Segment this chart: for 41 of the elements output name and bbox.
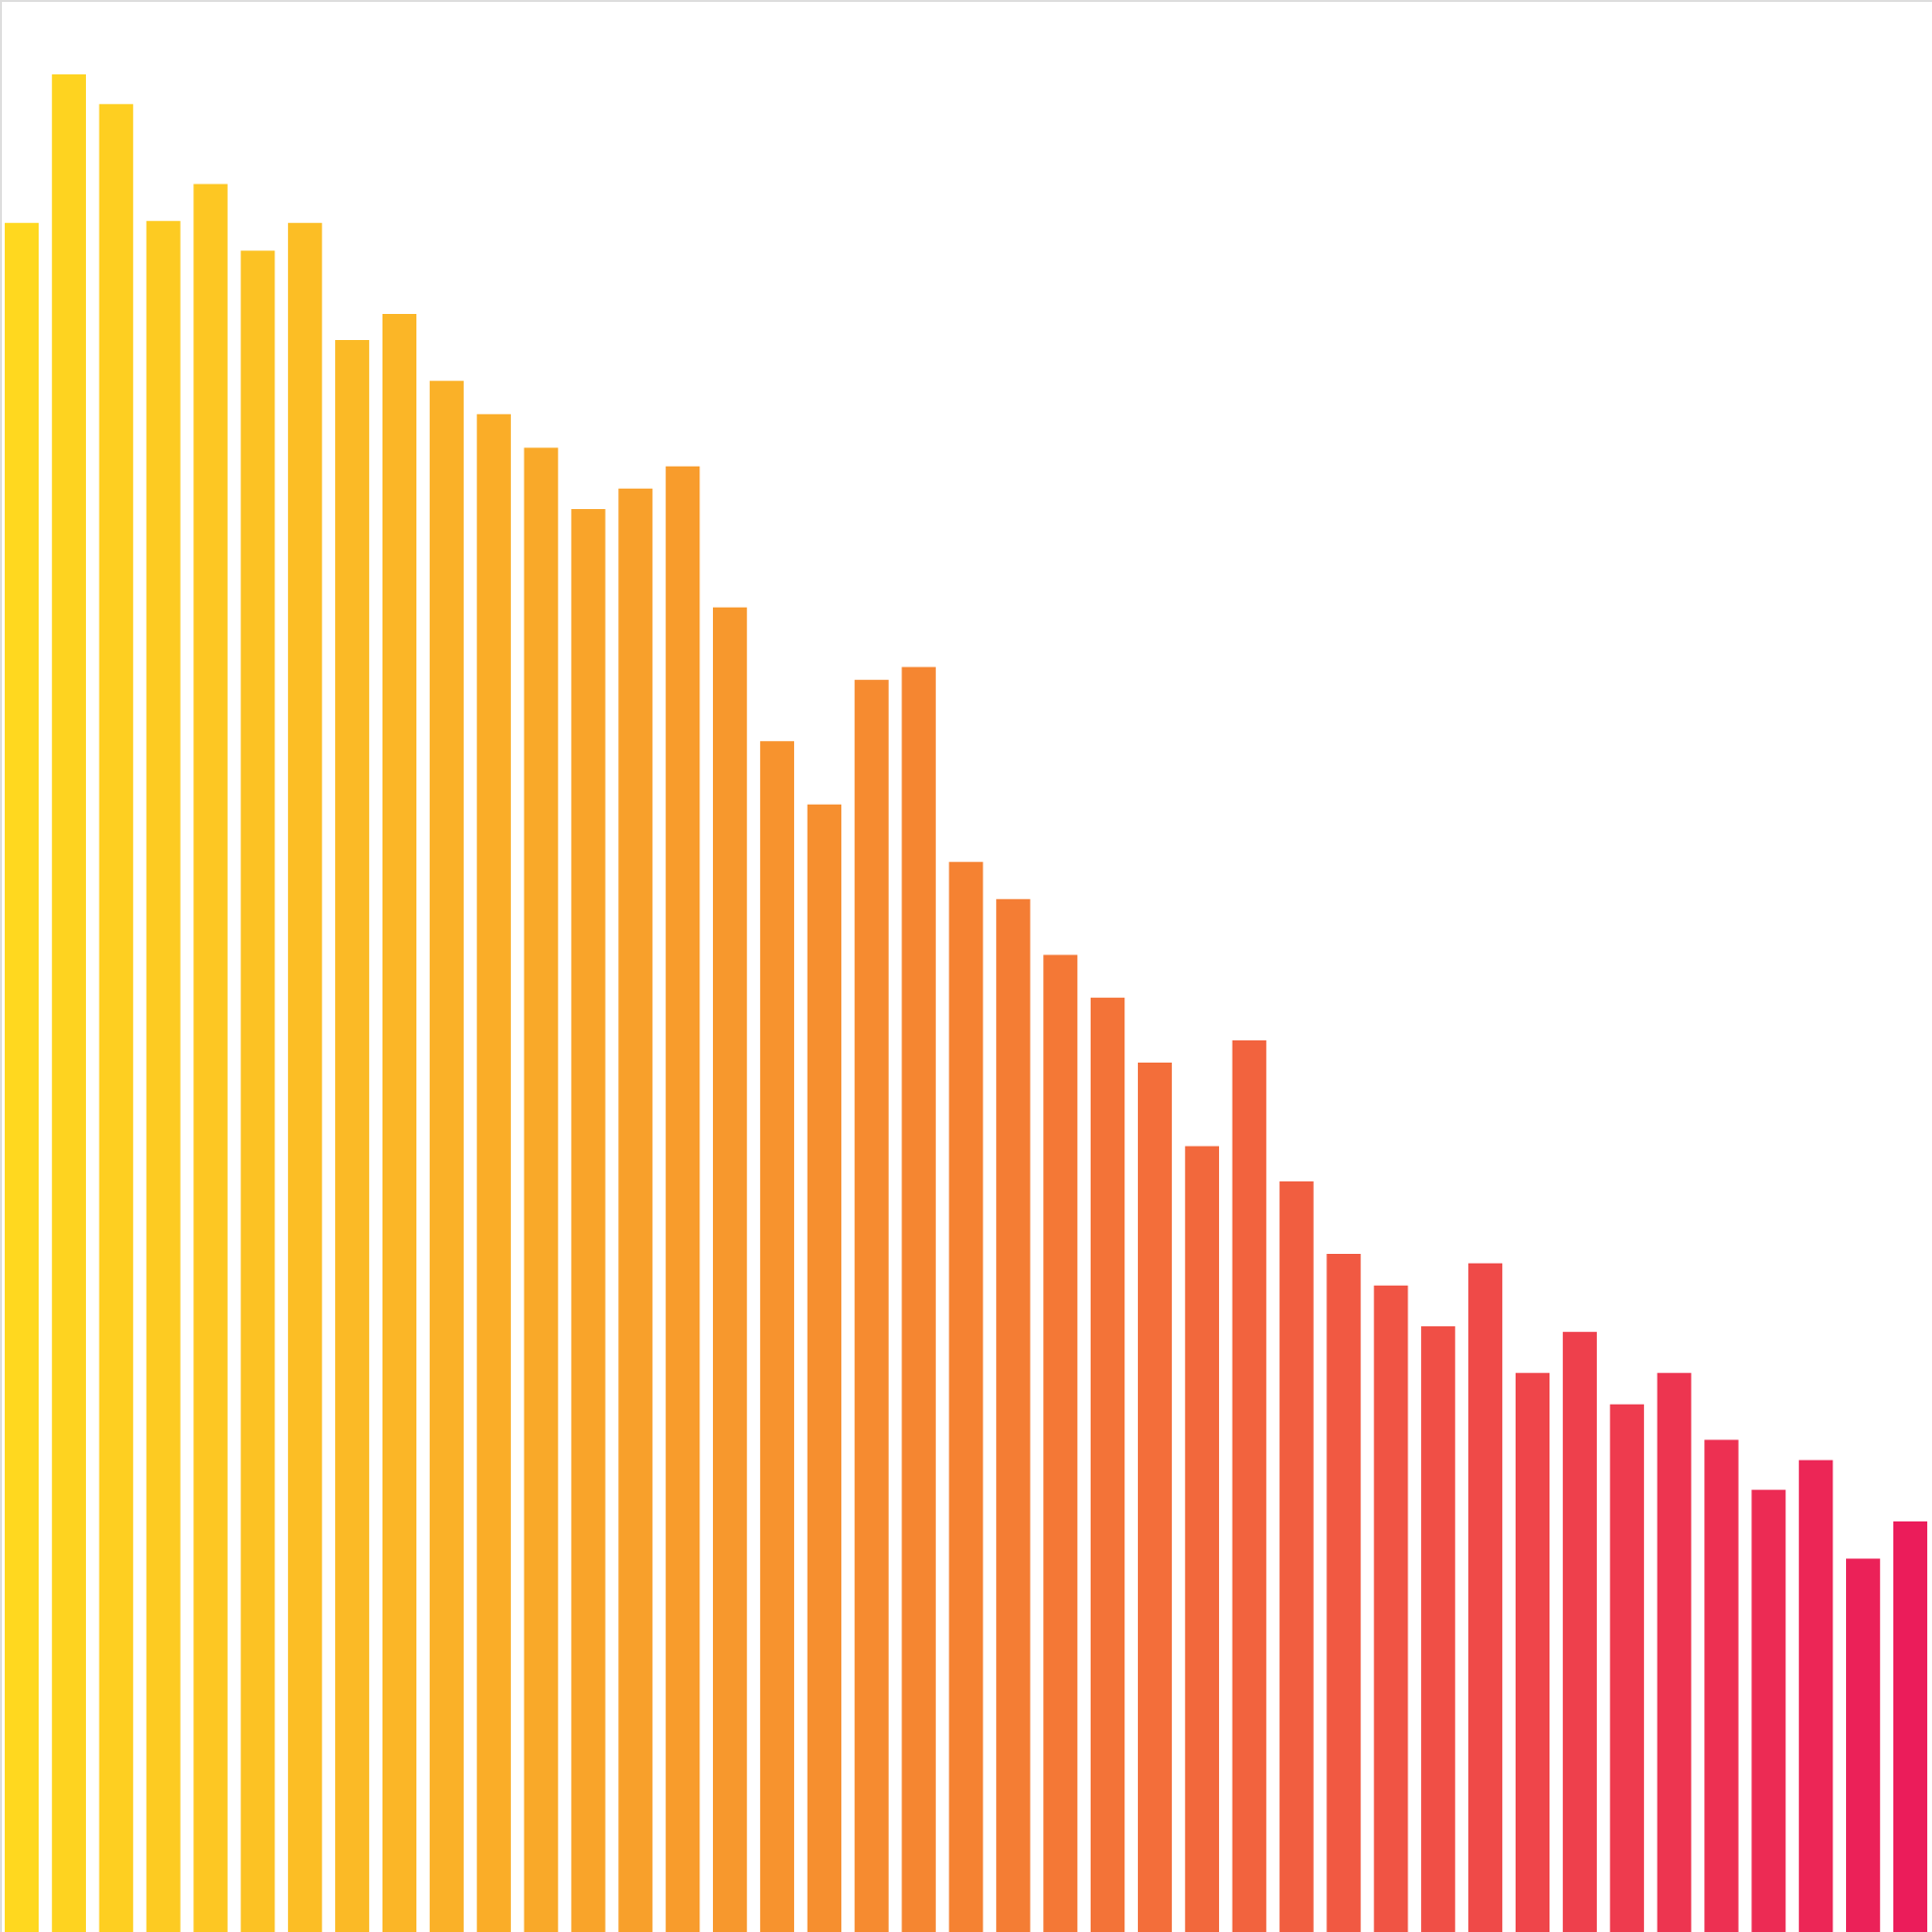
bar: [901, 667, 936, 1932]
bar: [429, 381, 464, 1932]
bar: [1279, 1181, 1314, 1932]
bar: [1468, 1263, 1503, 1932]
bar: [146, 220, 181, 1932]
bar: [193, 184, 228, 1932]
bar: [854, 679, 889, 1932]
bar: [1562, 1331, 1597, 1932]
bar: [1704, 1439, 1739, 1932]
bar: [4, 222, 40, 1932]
bar: [1184, 1146, 1219, 1932]
bar: [1232, 1039, 1266, 1932]
bar: [1326, 1254, 1361, 1932]
bar: [1799, 1460, 1833, 1932]
bar: [1374, 1285, 1408, 1932]
bar: [51, 73, 86, 1932]
bar: [807, 804, 841, 1932]
bar: [524, 447, 558, 1932]
bar: [241, 250, 275, 1932]
bar: [288, 222, 323, 1932]
bar: [382, 314, 417, 1932]
bar: [1421, 1326, 1456, 1932]
bar: [99, 103, 133, 1932]
bar: [949, 862, 983, 1932]
bar: [1846, 1558, 1881, 1932]
bar: [1137, 1063, 1173, 1932]
bar: [1091, 997, 1125, 1932]
bar: [476, 413, 511, 1932]
bar: [1892, 1521, 1928, 1932]
bar: [713, 607, 748, 1932]
bar: [996, 898, 1031, 1932]
bar: [571, 508, 606, 1932]
bar: [618, 488, 653, 1932]
bar: [335, 339, 370, 1932]
bar: [1657, 1373, 1691, 1932]
bar: [1609, 1404, 1644, 1932]
bar: [1751, 1490, 1786, 1932]
bar: [666, 466, 700, 1932]
bar: [1515, 1373, 1550, 1932]
bar: [759, 741, 795, 1932]
bar: [1043, 954, 1078, 1932]
